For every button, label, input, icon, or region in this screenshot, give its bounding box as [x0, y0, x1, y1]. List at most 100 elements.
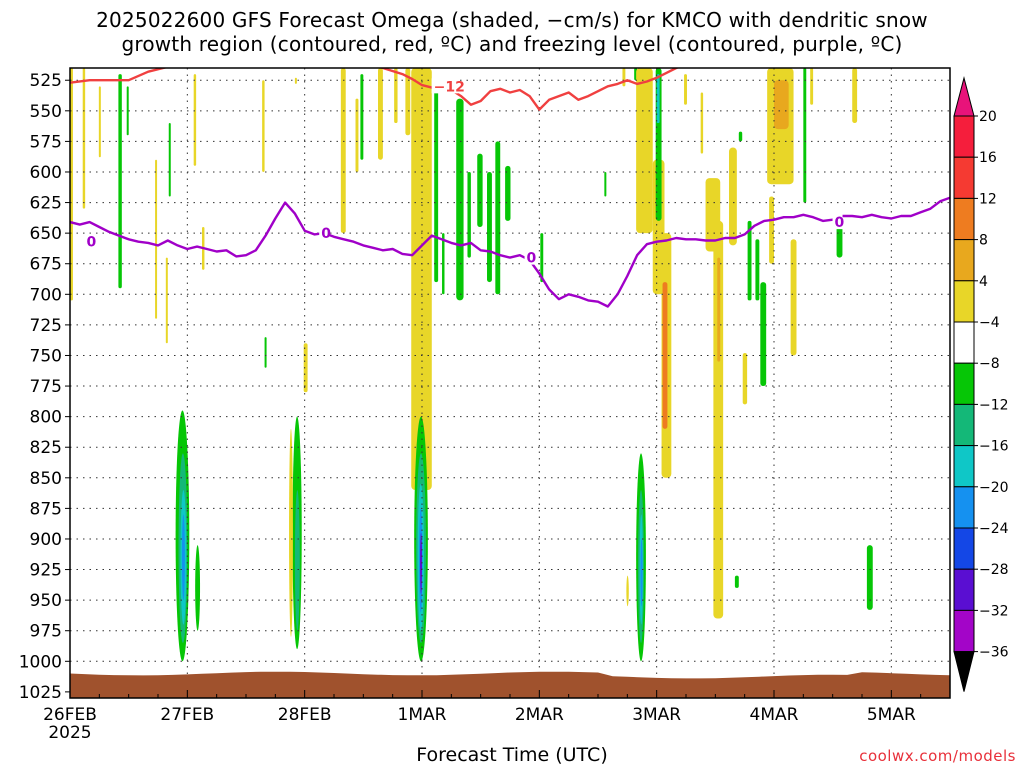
omega-region-65 — [411, 68, 432, 491]
omega-region-19 — [405, 68, 411, 136]
omega-region-25 — [477, 153, 483, 228]
chart-title: 2025022600 GFS Forecast Omega (shaded, −… — [0, 8, 1024, 56]
colorbar-box-10 — [953, 527, 975, 570]
colorbar-top-arrow — [953, 76, 975, 117]
omega-region-70 — [195, 545, 201, 631]
x-tick-sublabel-26FEB: 2025 — [48, 723, 91, 743]
omega-region-18 — [394, 68, 398, 124]
omega-region-56 — [790, 239, 797, 356]
colorbar-label-12: −32 — [979, 603, 1009, 619]
colorbar-label-11: −28 — [979, 562, 1009, 578]
omega-region-58 — [810, 68, 814, 105]
colorbar-box-4 — [953, 280, 975, 323]
omega-region-47 — [738, 131, 743, 142]
colorbar-box-12 — [953, 609, 975, 653]
colorbar-label-2: 12 — [979, 191, 997, 207]
omega-region-41 — [700, 92, 704, 154]
dendritic-region-label-bg — [431, 78, 459, 94]
plot-frame — [69, 67, 951, 699]
y-axis: 525 550 575 600 625 650 675 700 725 750 775 800 825 8… — [19, 71, 70, 703]
omega-region-34 — [636, 68, 653, 234]
omega-region-1 — [82, 68, 86, 209]
colorbar-box-9 — [953, 486, 975, 529]
y-tick-label-800: 800 — [30, 408, 62, 428]
colorbar-label-7: −12 — [979, 397, 1009, 413]
omega-region-17 — [378, 68, 383, 160]
grid-lines — [70, 68, 950, 698]
colorbar-label-8: −16 — [979, 439, 1009, 455]
freezing-level-label-3-bg — [832, 214, 843, 230]
y-tick-label-1000: 1000 — [19, 652, 62, 672]
credit-link[interactable]: coolwx.com/models — [859, 747, 1016, 765]
omega-region-72 — [294, 490, 300, 631]
dendritic-region-label: −12 — [434, 79, 465, 95]
colorbar-label-3: 8 — [979, 233, 988, 249]
y-tick-label-950: 950 — [30, 591, 62, 611]
y-tick-label-675: 675 — [30, 255, 62, 275]
omega-region-46 — [734, 575, 739, 588]
omega-shading — [70, 68, 873, 662]
colorbar-bottom-arrow — [953, 651, 975, 692]
x-tick-label-1MAR: 1MAR — [398, 705, 447, 725]
y-tick-label-775: 775 — [30, 377, 62, 397]
omega-region-26 — [487, 171, 492, 283]
colorbar-label-4: 4 — [979, 274, 988, 290]
x-tick-label-28FEB: 28FEB — [278, 705, 332, 725]
omega-region-39 — [662, 282, 668, 429]
omega-region-3 — [118, 74, 122, 289]
omega-region-31 — [622, 68, 626, 87]
omega-region-21 — [442, 233, 445, 295]
chart-title-line1: 2025022600 GFS Forecast Omega (shaded, −… — [96, 8, 928, 32]
omega-region-51 — [760, 282, 767, 387]
y-tick-label-750: 750 — [30, 346, 62, 366]
freezing-level-label-1-bg — [319, 225, 330, 241]
y-tick-label-600: 600 — [30, 163, 62, 183]
y-tick-label-550: 550 — [30, 102, 62, 122]
omega-region-78 — [420, 532, 423, 595]
omega-region-16 — [360, 74, 364, 160]
omega-region-40 — [684, 74, 687, 105]
colorbar-box-1 — [953, 156, 975, 199]
y-tick-label-875: 875 — [30, 499, 62, 519]
colorbar-box-3 — [953, 239, 975, 282]
freezing-level-label-0-bg — [84, 233, 95, 249]
omega-region-50 — [755, 239, 760, 301]
omega-region-5 — [155, 159, 158, 319]
omega-region-11 — [264, 337, 267, 368]
omega-region-27 — [495, 141, 501, 295]
colorbar-box-6 — [953, 362, 975, 405]
colorbar-label-9: −20 — [979, 480, 1009, 496]
omega-region-15 — [355, 98, 359, 172]
y-tick-label-700: 700 — [30, 285, 62, 305]
y-tick-label-975: 975 — [30, 622, 62, 642]
y-tick-label-825: 825 — [30, 438, 62, 458]
colorbar-label-0: 20 — [979, 109, 997, 125]
ground-surface — [70, 671, 950, 698]
colorbar-label-6: −8 — [979, 356, 1000, 372]
colorbar-box-2 — [953, 197, 975, 241]
omega-region-10 — [262, 80, 265, 172]
x-tick-label-3MAR: 3MAR — [632, 705, 681, 725]
omega-region-30 — [604, 171, 607, 197]
colorbar-box-0 — [953, 115, 975, 158]
y-tick-label-900: 900 — [30, 530, 62, 550]
y-tick-label-525: 525 — [30, 71, 62, 91]
omega-region-4 — [126, 86, 129, 136]
freezing-level-line — [70, 196, 950, 308]
freezing-level-label-3: 0 — [835, 215, 845, 231]
chart-title-line2: growth region (contoured, red, ºC) and f… — [121, 32, 903, 56]
ground-terrain — [70, 671, 950, 698]
colorbar-box-7 — [953, 403, 975, 447]
freezing-level-label-2-bg — [524, 249, 535, 265]
omega-region-57 — [803, 68, 807, 203]
freezing-level-label-0: 0 — [87, 235, 97, 251]
colorbar-label-13: −36 — [979, 645, 1009, 661]
omega-region-83 — [626, 575, 629, 607]
dendritic-region-line — [70, 68, 680, 111]
y-tick-label-725: 725 — [30, 316, 62, 336]
plot-border — [69, 67, 951, 699]
omega-region-24 — [467, 171, 471, 258]
y-tick-label-575: 575 — [30, 132, 62, 152]
colorbar-label-5: −4 — [979, 315, 1000, 331]
